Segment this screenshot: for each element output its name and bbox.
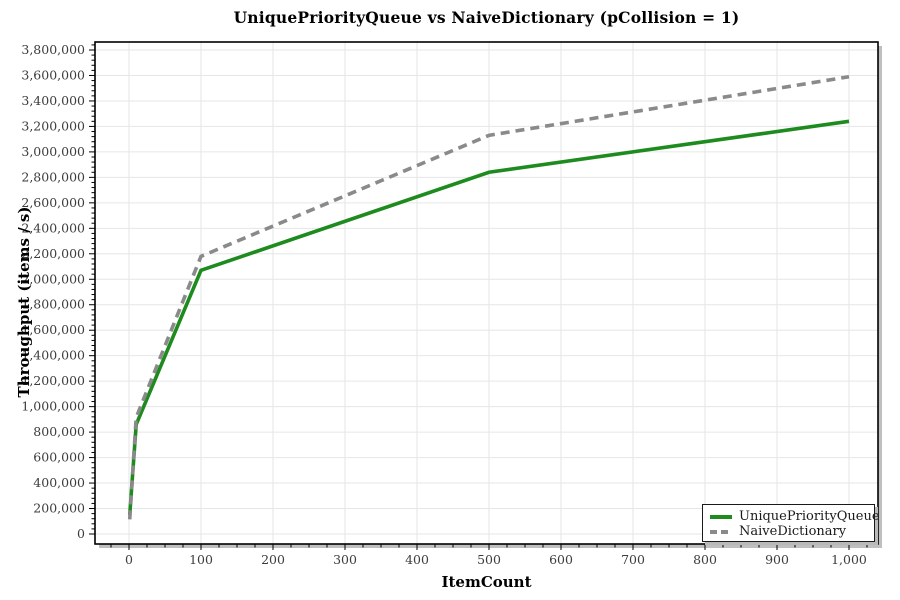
y-tick-label: 2,400,000 [21,220,85,235]
y-tick-label: 1,200,000 [21,373,85,388]
series-line-naivedictionary [127,74,850,520]
y-tick-label: 1,600,000 [21,322,85,337]
y-tick-label: 1,000,000 [21,399,85,414]
x-tick-label: 700 [621,552,645,567]
x-tick-label: 0 [125,552,133,567]
x-axis-label: ItemCount [441,573,532,591]
plot-background [95,42,878,544]
x-tick-label: 200 [261,552,285,567]
legend-item-uniquepriorityqueue: UniquePriorityQueue [710,509,880,524]
y-tick-label: 2,200,000 [21,246,85,261]
y-tick-label: 3,400,000 [21,93,85,108]
x-tick-label: 600 [549,552,573,567]
y-tick-label: 3,200,000 [21,118,85,133]
y-tick-label: 3,600,000 [21,67,85,82]
y-tick-label: 2,600,000 [21,195,85,210]
y-tick-label: 400,000 [33,475,85,490]
plot-border [94,41,879,545]
chart-title: UniquePriorityQueue vs NaiveDictionary (… [233,8,740,27]
legend: UniquePriorityQueue NaiveDictionary [702,504,880,542]
y-tick-label: 200,000 [33,501,85,516]
y-tick-label: 1,800,000 [21,297,85,312]
gridlines [95,42,878,544]
y-tick-label: 3,800,000 [21,42,85,57]
y-tick-label: 0 [77,526,85,541]
x-tick-label: 800 [693,552,717,567]
y-tick-label: 2,000,000 [21,271,85,286]
y-tick-label: 2,800,000 [21,169,85,184]
x-tick-label: 1,000 [831,552,867,567]
y-axis-label: Throughput (items / s) [15,206,33,398]
y-tick-label: 600,000 [33,450,85,465]
y-tick-label: 1,400,000 [21,348,85,363]
y-tick-label: 800,000 [33,424,85,439]
x-tick-label: 400 [405,552,429,567]
legend-item-naivedictionary: NaiveDictionary [710,524,867,539]
x-tick-label: 100 [189,552,213,567]
y-tick-label: 3,000,000 [21,144,85,159]
x-tick-label: 500 [477,552,501,567]
x-tick-label: 300 [333,552,357,567]
legend-label: UniquePriorityQueue [739,509,880,524]
legend-dashed-line-swatch [710,529,732,534]
tick-labels: 0 100 200 300 400 500 600 700 800 900 1,000 0 200,00… [21,42,867,567]
legend-label: NaiveDictionary [739,524,847,539]
legend-solid-line-swatch [710,514,732,519]
x-tick-label: 900 [765,552,789,567]
